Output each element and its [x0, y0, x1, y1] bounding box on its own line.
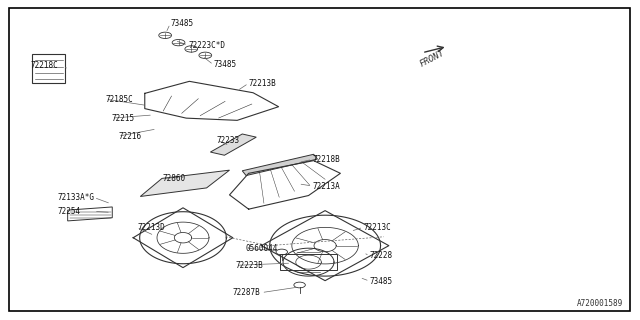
- Polygon shape: [243, 154, 317, 176]
- Text: 72218B: 72218B: [312, 155, 340, 164]
- Text: 72213D: 72213D: [137, 223, 165, 232]
- Text: 0560044: 0560044: [246, 244, 278, 253]
- Text: 72223C*D: 72223C*D: [188, 41, 225, 50]
- Text: 72223B: 72223B: [236, 261, 264, 270]
- Text: 72218C: 72218C: [30, 61, 58, 70]
- Text: 72213B: 72213B: [248, 79, 276, 88]
- Text: 73485: 73485: [170, 19, 193, 28]
- Text: 72213C: 72213C: [364, 223, 391, 232]
- Polygon shape: [140, 170, 230, 196]
- Text: FRONT: FRONT: [419, 48, 447, 69]
- Polygon shape: [211, 134, 256, 155]
- Text: 72185C: 72185C: [105, 95, 133, 104]
- Text: A720001589: A720001589: [577, 299, 623, 308]
- Text: 72213A: 72213A: [312, 181, 340, 190]
- Text: 72254: 72254: [58, 207, 81, 216]
- Text: 72216: 72216: [118, 132, 141, 141]
- Text: 72228: 72228: [370, 251, 393, 260]
- Text: 72215: 72215: [111, 114, 135, 123]
- Text: 73485: 73485: [214, 60, 237, 69]
- Text: 72860: 72860: [163, 174, 186, 183]
- Text: 72133A*G: 72133A*G: [58, 193, 95, 202]
- Text: 72233: 72233: [217, 136, 240, 145]
- Text: 73485: 73485: [370, 277, 393, 286]
- Text: 72287B: 72287B: [233, 288, 260, 297]
